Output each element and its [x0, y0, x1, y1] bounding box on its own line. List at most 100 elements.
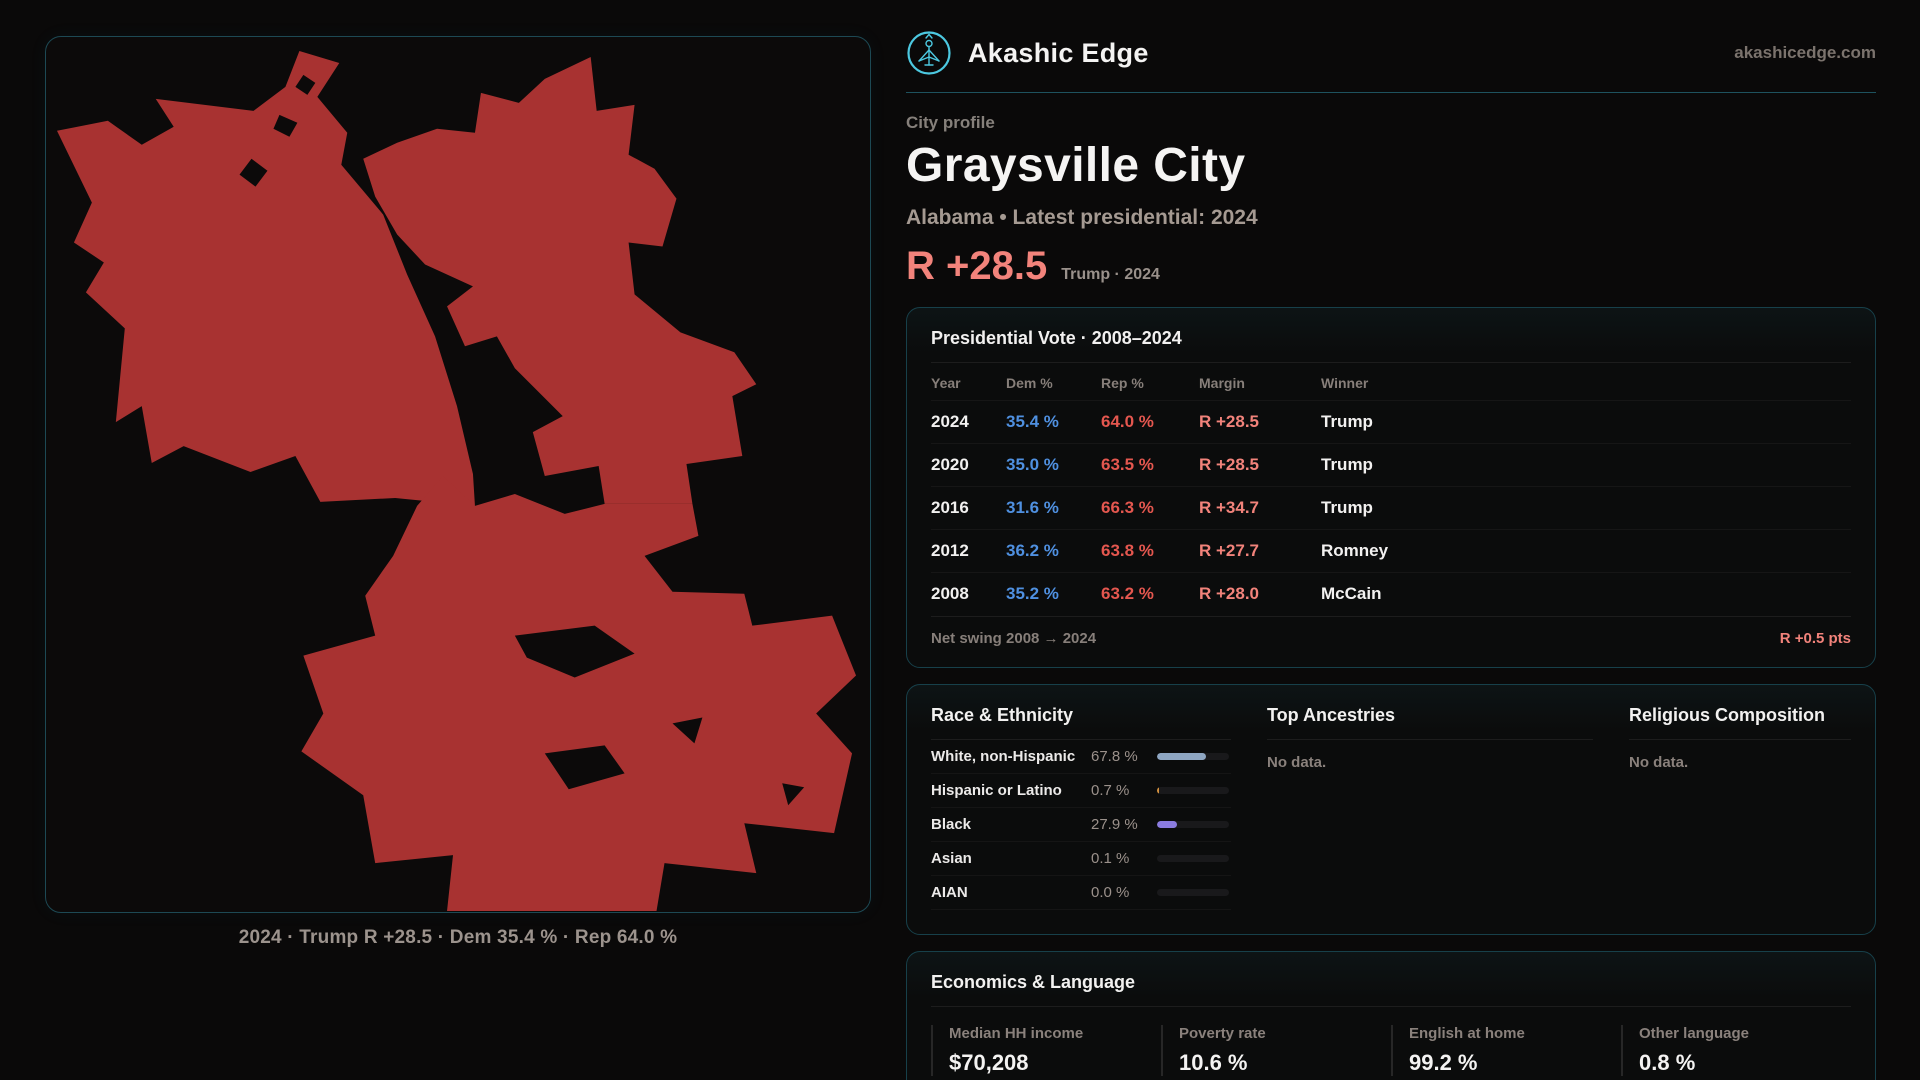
race-bar: [1157, 855, 1229, 863]
vote-cell-dem: 35.0 %: [1006, 455, 1059, 475]
race-bar: [1157, 787, 1229, 795]
vote-table-row: 2012 36.2 % 63.8 % R +27.7 Romney: [931, 529, 1851, 572]
vote-panel-title: Presidential Vote · 2008–2024: [931, 328, 1851, 364]
vote-cell-year: 2020: [931, 455, 969, 475]
race-label: AIAN: [931, 884, 968, 902]
vote-cell-margin: R +28.0: [1199, 584, 1260, 604]
vote-cell-rep: 63.2 %: [1101, 584, 1154, 604]
vote-cell-rep: 63.5 %: [1101, 455, 1154, 475]
brand-domain-link[interactable]: akashicedge.com: [1734, 43, 1876, 62]
race-bar: [1157, 889, 1229, 897]
vote-table-row: 2008 35.2 % 63.2 % R +28.0 McCain: [931, 572, 1851, 615]
page-eyebrow: City profile: [906, 113, 995, 132]
city-boundary-map: [45, 36, 871, 913]
stat-label: Median HH income: [949, 1025, 1084, 1043]
vote-column-header: Margin: [1199, 375, 1245, 392]
brand-name: Akashic Edge: [968, 37, 1149, 68]
vote-column-header: Dem %: [1006, 375, 1053, 392]
race-bar-fill: [1157, 753, 1206, 761]
race-ethnicity-column: Race & Ethnicity White, non-Hispanic 67.8…: [931, 705, 1231, 911]
net-swing-label: Net swing 2008 → 2024: [931, 630, 1097, 648]
race-value: 67.8 %: [1091, 748, 1138, 766]
race-bar: [1157, 821, 1229, 829]
race-row: Black 27.9 %: [931, 808, 1231, 843]
stat-value: 99.2 %: [1409, 1050, 1478, 1076]
race-ethnicity-table: White, non-Hispanic 67.8 % Hispanic or Lat…: [931, 740, 1231, 911]
city-boundary-shape-icon: [56, 50, 857, 912]
vote-cell-margin: R +28.5: [1199, 455, 1260, 475]
stat-label: English at home: [1409, 1025, 1525, 1043]
vote-cell-dem: 35.2 %: [1006, 584, 1059, 604]
economics-stat: Other language 0.8 %: [1621, 1025, 1851, 1077]
vote-cell-winner: Romney: [1321, 541, 1389, 561]
race-row: Asian 0.1 %: [931, 842, 1231, 877]
vote-cell-dem: 35.4 %: [1006, 412, 1059, 432]
race-ethnicity-title: Race & Ethnicity: [931, 705, 1231, 741]
stat-label: Poverty rate: [1179, 1025, 1266, 1043]
vote-cell-margin: R +27.7: [1199, 541, 1260, 561]
economics-title: Economics & Language: [931, 972, 1851, 1008]
race-row: Hispanic or Latino 0.7 %: [931, 774, 1231, 809]
race-row: White, non-Hispanic 67.8 %: [931, 740, 1231, 775]
stat-value: 10.6 %: [1179, 1050, 1248, 1076]
vote-table-row: 2016 31.6 % 66.3 % R +34.7 Trump: [931, 486, 1851, 529]
race-bar: [1157, 753, 1229, 761]
vote-cell-dem: 36.2 %: [1006, 541, 1059, 561]
vote-cell-rep: 63.8 %: [1101, 541, 1154, 561]
vote-column-header: Winner: [1321, 375, 1369, 392]
vote-cell-rep: 64.0 %: [1101, 412, 1154, 432]
race-bar-fill: [1157, 821, 1177, 829]
ancestries-no-data-text: No data.: [1267, 754, 1327, 772]
vote-column-header: Year: [931, 375, 961, 392]
vote-cell-winner: McCain: [1321, 584, 1382, 604]
economics-stats-row: Median HH income $70,208 Poverty rate 10.6 …: [931, 1025, 1851, 1077]
economics-panel: Economics & Language Median HH income $70…: [906, 951, 1876, 1080]
vote-cell-year: 2008: [931, 584, 969, 604]
economics-stat: Median HH income $70,208: [931, 1025, 1161, 1077]
headline-margin-context: Trump · 2024: [1061, 266, 1160, 284]
headline-margin-row: R +28.5 Trump · 2024: [906, 244, 1876, 289]
vote-cell-margin: R +34.7: [1199, 498, 1260, 518]
vote-cell-year: 2024: [931, 412, 969, 432]
religious-composition-column: Religious Composition No data.: [1629, 705, 1851, 910]
race-label: Black: [931, 816, 972, 834]
race-label: White, non-Hispanic: [931, 748, 1076, 766]
vote-cell-year: 2016: [931, 498, 969, 518]
race-value: 0.0 %: [1091, 884, 1130, 902]
page-subtitle: Alabama • Latest presidential: 2024: [906, 206, 1258, 230]
top-ancestries-column: Top Ancestries No data.: [1267, 705, 1593, 910]
top-ancestries-title: Top Ancestries: [1267, 705, 1593, 741]
vote-table-row: 2024 35.4 % 64.0 % R +28.5 Trump: [931, 400, 1851, 443]
vote-table-header-row: Year Dem % Rep % Margin Winner: [931, 363, 1851, 400]
stat-label: Other language: [1639, 1025, 1750, 1043]
stat-value: $70,208: [949, 1050, 1029, 1076]
vote-cell-winner: Trump: [1321, 498, 1373, 518]
site-header: Akashic Edge akashicedge.com: [906, 30, 1876, 93]
race-label: Asian: [931, 850, 972, 868]
vote-table-footer: Net swing 2008 → 2024 R +0.5 pts: [931, 616, 1851, 647]
net-swing-value: R +0.5 pts: [1779, 630, 1851, 648]
economics-stat: Poverty rate 10.6 %: [1161, 1025, 1391, 1077]
vote-cell-margin: R +28.5: [1199, 412, 1260, 432]
akashic-emblem-icon: [907, 31, 951, 75]
religious-composition-title: Religious Composition: [1629, 705, 1851, 741]
race-label: Hispanic or Latino: [931, 782, 1062, 800]
economics-stat: English at home 99.2 %: [1391, 1025, 1621, 1077]
vote-cell-winner: Trump: [1321, 455, 1373, 475]
vote-table-body: 2024 35.4 % 64.0 % R +28.5 Trump 2020 35.0 % 63…: [931, 400, 1851, 615]
vote-cell-winner: Trump: [1321, 412, 1373, 432]
vote-cell-rep: 66.3 %: [1101, 498, 1154, 518]
vote-column-header: Rep %: [1101, 375, 1144, 392]
race-bar-fill: [1157, 787, 1159, 795]
stat-value: 0.8 %: [1639, 1050, 1696, 1076]
headline-margin-value: R +28.5: [906, 244, 1048, 289]
religion-no-data-text: No data.: [1629, 754, 1689, 772]
vote-cell-year: 2012: [931, 541, 969, 561]
race-value: 0.1 %: [1091, 850, 1130, 868]
demographics-panel: Race & Ethnicity White, non-Hispanic 67.8…: [906, 684, 1876, 936]
page-title: Graysville City: [906, 139, 1246, 192]
vote-cell-dem: 31.6 %: [1006, 498, 1059, 518]
race-value: 27.9 %: [1091, 816, 1138, 834]
race-value: 0.7 %: [1091, 782, 1130, 800]
